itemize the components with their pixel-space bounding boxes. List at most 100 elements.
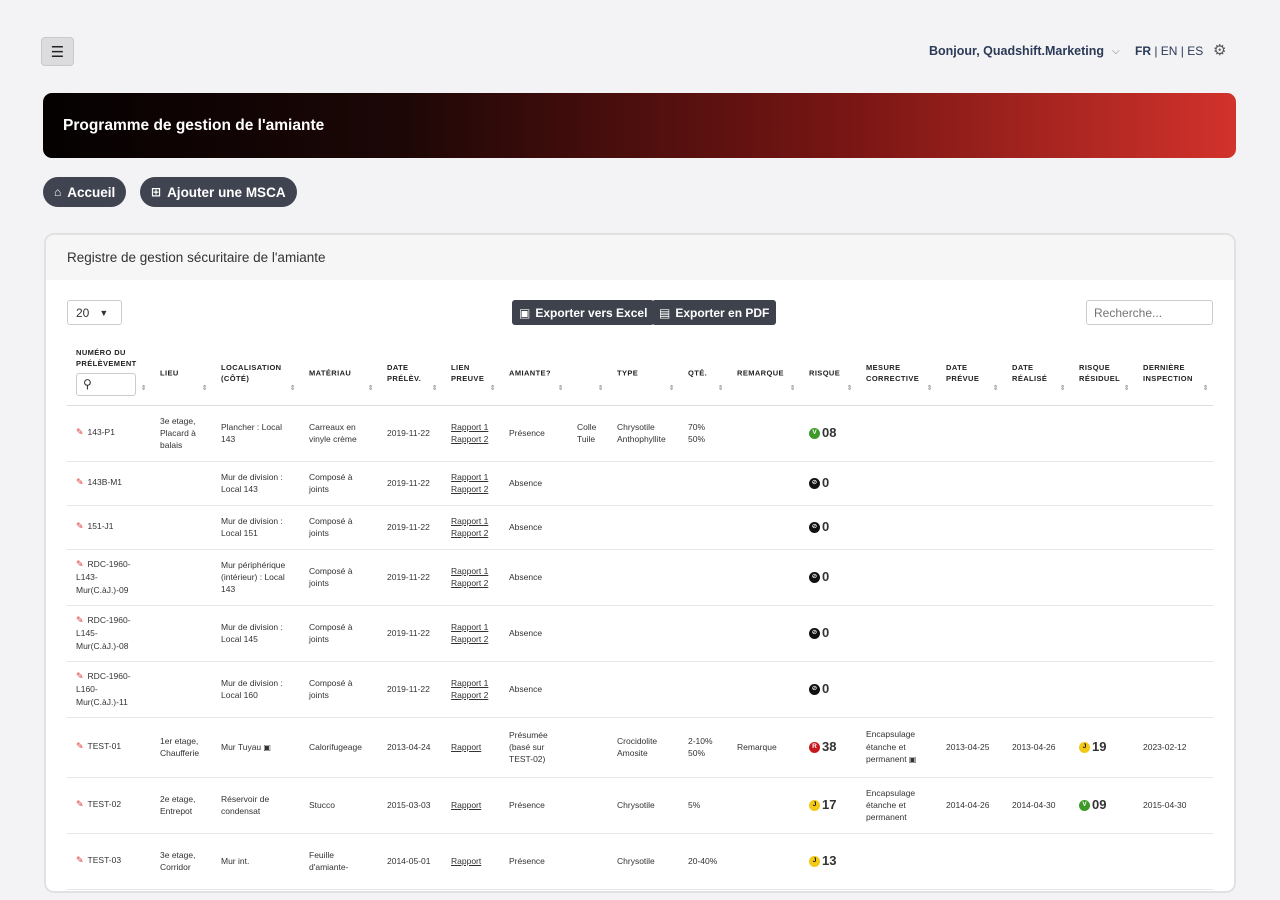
date-realise-cell [1003, 505, 1070, 550]
report-link[interactable]: Rapport [451, 799, 482, 810]
sort-icon[interactable]: ⇕ [1202, 385, 1209, 392]
sort-icon[interactable]: ⇕ [289, 385, 296, 392]
report-link[interactable]: Rapport 2 [451, 434, 489, 444]
id-search-box[interactable]: ⚲ [76, 372, 136, 396]
column-header[interactable]: Lien preuve ⇕ [442, 341, 500, 406]
table-header-row: Numéro du prélèvement ⚲ ⇕ Lieu ⇕ Localisation… [67, 341, 1213, 406]
lang-es[interactable]: ES [1187, 44, 1204, 58]
sort-icon[interactable]: ⇕ [201, 385, 208, 392]
edit-icon[interactable]: ✎ [76, 477, 84, 488]
column-header[interactable]: Lieu ⇕ [151, 341, 212, 406]
risque-residuel-cell [1070, 505, 1134, 550]
report-link[interactable]: Rapport 2 [451, 578, 489, 588]
column-header[interactable]: Type ⇕ [608, 341, 679, 406]
sort-icon[interactable]: ⇕ [1059, 385, 1066, 392]
export-pdf-button[interactable]: ▤ Exporter en PDF [652, 300, 777, 325]
report-link[interactable]: Rapport 2 [451, 690, 489, 700]
column-header[interactable]: Date prévue ⇕ [937, 341, 1003, 406]
report-link[interactable]: Rapport 1 [451, 621, 489, 632]
column-header[interactable]: Amiante? ⇕ [500, 341, 568, 406]
sort-icon[interactable]: ⇕ [367, 385, 374, 392]
column-header[interactable]: ⇕ [568, 341, 608, 406]
sort-icon[interactable]: ⇕ [926, 385, 933, 392]
hamburger-icon: ☰ [50, 43, 65, 61]
report-link[interactable]: Rapport 2 [451, 484, 489, 494]
lang-en[interactable]: EN [1160, 44, 1178, 58]
sort-icon[interactable]: ⇕ [846, 385, 853, 392]
date-prelev-cell: 2019-11-22 [378, 405, 442, 462]
report-link[interactable]: Rapport 1 [451, 471, 489, 482]
edit-icon[interactable]: ✎ [76, 615, 84, 626]
materiau-detail-cell [568, 661, 608, 718]
column-header[interactable]: Localisation (côté) ⇕ [212, 341, 300, 406]
column-header[interactable]: Date prélèv. ⇕ [378, 341, 442, 406]
column-header[interactable]: Dernière inspection ⇕ [1134, 341, 1213, 406]
sort-icon[interactable]: ⇕ [668, 385, 675, 392]
risk-value: ⊘ 0 [809, 568, 829, 587]
column-header[interactable]: Risque ⇕ [800, 341, 857, 406]
report-link[interactable]: Rapport [451, 855, 482, 866]
edit-icon[interactable]: ✎ [76, 671, 84, 682]
localisation-cell: Plancher : Local 143 [212, 405, 300, 462]
mesure-corrective-cell [857, 505, 937, 550]
column-header[interactable]: Mesure corrective ⇕ [857, 341, 937, 406]
sort-icon[interactable]: ⇕ [1123, 385, 1130, 392]
derniere-inspection-cell [1134, 505, 1213, 550]
sort-icon[interactable]: ⇕ [717, 385, 724, 392]
remarque-cell [728, 461, 800, 506]
menu-toggle-button[interactable]: ☰ [41, 37, 74, 66]
sort-icon[interactable]: ⇕ [597, 385, 604, 392]
materiau-detail-cell [568, 833, 608, 890]
edit-icon[interactable]: ✎ [76, 427, 84, 438]
page-size-select[interactable]: 20 ▼ [67, 300, 122, 325]
image-icon[interactable]: ▣ [906, 755, 917, 765]
edit-icon[interactable]: ✎ [76, 799, 84, 810]
mesure-corrective-cell [857, 833, 937, 890]
sort-icon[interactable]: ⇕ [992, 385, 999, 392]
report-link[interactable]: Rapport 1 [451, 515, 489, 526]
sort-icon[interactable]: ⇕ [789, 385, 796, 392]
report-link[interactable]: Rapport 1 [451, 421, 489, 432]
amiante-cell: Absence [500, 505, 568, 550]
column-header[interactable]: Qté. ⇕ [679, 341, 728, 406]
lien-preuve-cell: Rapport [442, 717, 500, 778]
image-icon[interactable]: ▣ [261, 742, 271, 752]
materiau-detail-cell [568, 461, 608, 506]
edit-icon[interactable]: ✎ [76, 559, 84, 570]
sort-icon[interactable]: ⇕ [489, 385, 496, 392]
user-menu[interactable]: Bonjour, Quadshift.Marketing ⌵ [929, 44, 1120, 58]
report-link[interactable]: Rapport 2 [451, 528, 489, 538]
gear-icon[interactable]: ⚙ [1213, 42, 1227, 59]
type-cell: Chrysotile Anthophyllite [608, 405, 679, 462]
date-prevue-cell [937, 661, 1003, 718]
lang-separator: | [1151, 44, 1161, 58]
sort-icon[interactable]: ⇕ [431, 385, 438, 392]
edit-icon[interactable]: ✎ [76, 521, 84, 532]
derniere-inspection-cell [1134, 549, 1213, 606]
column-header[interactable]: Matériau ⇕ [300, 341, 378, 406]
sort-icon[interactable]: ⇕ [140, 385, 147, 392]
column-header[interactable]: Remarque ⇕ [728, 341, 800, 406]
card-title: Registre de gestion sécuritaire de l'ami… [46, 235, 1234, 280]
derniere-inspection-cell [1134, 661, 1213, 718]
report-link[interactable]: Rapport 2 [451, 634, 489, 644]
export-excel-button[interactable]: ▣ Exporter vers Excel [512, 300, 655, 325]
column-header[interactable]: Date réalisé ⇕ [1003, 341, 1070, 406]
sample-id-cell: ✎ TEST-03 [67, 833, 151, 890]
report-link[interactable]: Rapport 1 [451, 565, 489, 576]
home-button[interactable]: ⌂ Accueil [43, 177, 127, 207]
risk-value: ⊘ 0 [809, 680, 829, 699]
quantite-cell: 5% [679, 777, 728, 834]
edit-icon[interactable]: ✎ [76, 855, 84, 866]
report-link[interactable]: Rapport 1 [451, 677, 489, 688]
sort-icon[interactable]: ⇕ [557, 385, 564, 392]
edit-icon[interactable]: ✎ [76, 741, 84, 752]
add-msca-button[interactable]: ⊞ Ajouter une MSCA [140, 177, 297, 207]
type-cell [608, 605, 679, 662]
search-input[interactable] [1086, 300, 1213, 325]
column-header[interactable]: Numéro du prélèvement ⚲ ⇕ [67, 341, 151, 406]
column-header[interactable]: Risque résiduel ⇕ [1070, 341, 1134, 406]
report-link[interactable]: Rapport [451, 741, 482, 752]
lang-fr[interactable]: FR [1135, 44, 1151, 58]
